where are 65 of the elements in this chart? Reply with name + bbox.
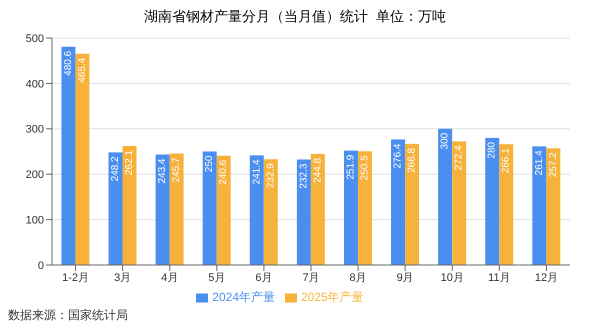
data-label: 248.2 [110, 156, 122, 182]
bar [61, 46, 76, 265]
data-label: 276.4 [392, 143, 404, 169]
bar [156, 154, 170, 265]
chart-title: 湖南省钢材产量分月（当月值）统计 单位：万吨 [143, 8, 447, 26]
bar [108, 152, 123, 265]
data-label: 240.6 [218, 159, 230, 185]
data-label: 232.3 [298, 163, 310, 189]
bar [250, 155, 264, 265]
y-tick-label: 200 [26, 169, 44, 182]
x-tick-label: 10月 [440, 272, 464, 284]
data-label: 257.2 [548, 152, 559, 178]
data-label: 300 [440, 132, 451, 150]
x-tick-label: 9月 [396, 272, 414, 284]
x-tick-label: 11月 [488, 272, 511, 284]
y-tick-label: 500 [26, 32, 44, 45]
bar [170, 153, 184, 265]
data-label: 250.5 [359, 154, 370, 180]
bar [391, 140, 406, 265]
bar [405, 144, 420, 265]
data-label: 272.4 [454, 144, 465, 170]
data-label: 266.8 [406, 147, 418, 173]
y-tick-label: 100 [26, 214, 44, 227]
legend-label: 2024年产量 [212, 290, 275, 304]
bar [499, 144, 514, 265]
x-tick-label: 12月 [534, 272, 558, 284]
x-tick-label: 8月 [350, 272, 367, 284]
bar [452, 141, 466, 265]
source-note: 数据来源：国家统计局 [8, 307, 128, 324]
data-label: 245.7 [171, 157, 182, 182]
data-label: 251.9 [345, 154, 356, 180]
bar [438, 128, 452, 265]
y-tick-label: 300 [26, 124, 44, 136]
data-label: 241.4 [251, 158, 262, 184]
bar [485, 138, 500, 265]
bar [202, 152, 217, 265]
x-tick-label: 6月 [255, 272, 272, 284]
x-tick-label: 5月 [208, 272, 226, 284]
data-label: 261.4 [534, 150, 545, 176]
bar [358, 151, 372, 265]
bar [122, 146, 137, 265]
data-label: 465.4 [76, 57, 88, 83]
data-label: 262.1 [124, 150, 136, 176]
data-label: 250 [204, 155, 216, 172]
bar [296, 160, 311, 265]
bar [75, 54, 90, 265]
data-label: 266.1 [500, 148, 512, 174]
x-tick-label: 1-2月 [62, 272, 89, 284]
bar [546, 148, 560, 265]
data-label: 232.9 [265, 162, 276, 188]
x-tick-label: 7月 [302, 272, 320, 284]
data-label: 280 [486, 141, 498, 159]
bar [216, 156, 231, 265]
x-tick-label: 3月 [114, 272, 132, 284]
bar [264, 159, 278, 265]
y-tick-label: 0 [38, 260, 44, 272]
bar [310, 154, 325, 265]
y-tick-label: 400 [26, 78, 44, 90]
data-label: 243.4 [157, 158, 168, 184]
x-tick-label: 4月 [161, 272, 178, 284]
data-label: 480.6 [62, 50, 74, 76]
data-label: 244.8 [312, 157, 324, 183]
bar [344, 150, 358, 265]
legend-label: 2025年产量 [301, 290, 364, 304]
bar [532, 146, 546, 265]
